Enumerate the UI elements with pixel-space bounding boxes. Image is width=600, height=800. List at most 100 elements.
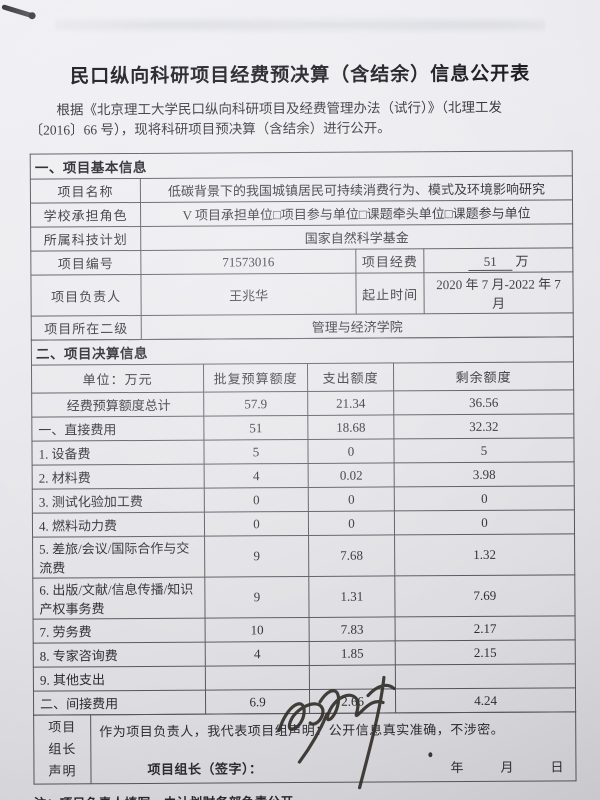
- paper-bleed-through: [55, 12, 545, 38]
- sign-label: 项目组长（签字）：: [147, 761, 263, 777]
- row-remaining: [395, 663, 576, 689]
- date-day-label: 日: [550, 759, 564, 775]
- table-row: 项目负责人 王兆华 起止时间 2020 年 7 月-2022 年 7 月: [30, 271, 574, 317]
- row-spent: 0: [308, 486, 395, 512]
- row-approved: 9: [204, 535, 309, 578]
- row-spent: 18.68: [307, 414, 394, 440]
- period-value: 2020 年 7 月-2022 年 7 月: [423, 271, 574, 314]
- footer-note: 注：项目负责人填写，由计划财务部负责公开。: [34, 789, 576, 800]
- table-row: 7. 劳务费 10 7.83 2.17: [33, 615, 576, 644]
- school-role-value: V 项目承担单位□项目参与单位□课题牵头单位□课题参与单位: [140, 199, 573, 227]
- period-label: 起止时间: [355, 272, 425, 315]
- row-spent: 7.68: [308, 534, 395, 577]
- row-approved: 4: [204, 463, 309, 489]
- row-name: 9. 其他支出: [33, 666, 206, 692]
- project-fund-label: 项目经费: [355, 248, 424, 274]
- row-approved: 6.9: [205, 689, 310, 715]
- row-approved: 4: [205, 641, 310, 667]
- budget-header-row: 单位：万元 批复预算额度 支出额度 剩余额度: [31, 361, 574, 394]
- department-value: 管理与经济学院: [141, 312, 574, 340]
- intro-paragraph: 根据《北京理工大学民口纵向科研项目及经费管理办法（试行）》（北理工发 〔2016…: [29, 97, 571, 140]
- department-label: 项目所在二级: [31, 315, 142, 341]
- program-value: 国家自然科学基金: [140, 223, 573, 251]
- row-remaining: 7.69: [394, 574, 576, 617]
- fund-amount: 51: [468, 253, 513, 271]
- stray-ink-dot: [428, 752, 433, 758]
- row-approved: 0: [204, 487, 309, 513]
- row-remaining: 2.15: [395, 639, 576, 665]
- date-year-label: 年: [450, 760, 464, 776]
- row-spent: [309, 664, 396, 690]
- row-spent: 1.85: [309, 640, 396, 666]
- col-header-spent: 支出额度: [307, 362, 394, 392]
- row-spent: 7.83: [309, 616, 396, 642]
- row-remaining: 1.32: [394, 533, 575, 576]
- row-name: 8. 专家咨询费: [33, 642, 206, 668]
- intro-line-2: 〔2016〕66 号），现将科研项目预决算（含结余）进行公开。: [29, 120, 391, 138]
- row-spent: 0.02: [308, 462, 395, 488]
- table-row: 5. 差旅/会议/国际合作与交流费 9 7.68 1.32: [32, 533, 575, 579]
- row-approved: [205, 665, 310, 691]
- statement-table: 项目 组长 声明 作为项目负责人，我代表项目组声明：公开信息真实准确，不涉密。 …: [33, 711, 577, 785]
- table-row: 6. 出版/文献/信息传播/知识产权事务费 9 1.31 7.69: [32, 574, 576, 620]
- row-remaining: 2.17: [395, 615, 576, 641]
- project-number-value: 71573016: [140, 249, 356, 275]
- col-header-unit: 单位：万元: [31, 364, 204, 394]
- project-name-value: 低碳背景下的我国城镇居民可持续消费行为、模式及环境影响研究: [140, 175, 573, 203]
- statement-row: 项目 组长 声明 作为项目负责人，我代表项目组声明：公开信息真实准确，不涉密。 …: [33, 711, 577, 785]
- row-approved: 0: [204, 511, 309, 537]
- statement-label-line1: 项目: [48, 719, 77, 735]
- table-row: 1. 设备费 5 0 5: [31, 437, 575, 466]
- row-name: 5. 差旅/会议/国际合作与交流费: [32, 536, 205, 579]
- project-fund-value: 51 万: [423, 247, 573, 273]
- row-approved: 9: [204, 576, 310, 619]
- page-title: 民口纵向科研项目经费预决算（含结余）信息公开表: [70, 63, 531, 88]
- intro-line-1: 根据《北京理工大学民口纵向科研项目及经费管理办法（试行）》（北理工发: [56, 99, 502, 118]
- signature-row: 项目组长（签字）： 年 月 日: [91, 756, 575, 783]
- row-remaining: 32.32: [393, 413, 574, 439]
- col-header-approved: 批复预算额度: [203, 363, 308, 393]
- table-row: 项目名称 低碳背景下的我国城镇居民可持续消费行为、模式及环境影响研究: [30, 175, 573, 204]
- table-row: 8. 专家咨询费 4 1.85 2.15: [33, 639, 576, 668]
- table-row: 2. 材料费 4 0.02 3.98: [32, 461, 575, 490]
- table-row: 经费预算额度总计 57.9 21.34 36.56: [31, 389, 574, 418]
- row-name: 2. 材料费: [32, 464, 205, 490]
- leader-label: 项目负责人: [30, 274, 142, 317]
- basic-info-table: 一、项目基本信息 项目名称 低碳背景下的我国城镇居民可持续消费行为、模式及环境影…: [30, 150, 574, 341]
- fund-unit: 万: [515, 253, 529, 269]
- table-row: 学校承担角色 V 项目承担单位□项目参与单位□课题牵头单位□课题参与单位: [30, 199, 573, 228]
- table-row: 所属科技计划 国家自然科学基金: [30, 223, 573, 252]
- statement-label: 项目 组长 声明: [33, 714, 92, 785]
- row-spent: 1.31: [308, 575, 396, 618]
- declaration-text: 作为项目负责人，我代表项目组声明：公开信息真实准确，不涉密。: [99, 721, 505, 740]
- statement-label-line2: 组长: [48, 741, 77, 757]
- row-remaining: 36.56: [393, 389, 574, 415]
- col-header-remaining: 剩余额度: [393, 361, 574, 391]
- row-name: 7. 劳务费: [33, 618, 206, 644]
- table-row: 一、直接费用 51 18.68 32.32: [31, 413, 574, 442]
- table-row: 项目编号 71573016 项目经费 51 万: [30, 247, 573, 276]
- row-approved: 10: [205, 617, 310, 643]
- row-name: 4. 燃料动力费: [32, 512, 205, 538]
- row-remaining: 0: [394, 509, 575, 535]
- row-spent: 21.34: [307, 390, 394, 416]
- row-approved: 5: [203, 439, 309, 465]
- project-name-label: 项目名称: [30, 178, 141, 204]
- leader-value: 王兆华: [140, 273, 357, 316]
- row-name: 经费预算额度总计: [31, 392, 204, 418]
- row-approved: 57.9: [203, 391, 308, 417]
- row-remaining: 3.98: [394, 461, 575, 487]
- row-approved: 51: [203, 415, 308, 441]
- section-header-row: 二、项目决算信息: [31, 336, 574, 366]
- row-name: 二、间接费用: [33, 690, 206, 716]
- statement-content: 作为项目负责人，我代表项目组声明：公开信息真实准确，不涉密。 项目组长（签字）：…: [90, 711, 577, 784]
- corner-pen-mark: [1, 4, 34, 19]
- row-remaining: 4.24: [395, 687, 576, 713]
- program-label: 所属科技计划: [30, 226, 141, 252]
- row-name: 一、直接费用: [31, 416, 204, 442]
- row-remaining: 0: [394, 485, 575, 511]
- row-spent: 2.66: [309, 688, 396, 714]
- table-row: 9. 其他支出: [33, 663, 576, 692]
- project-number-label: 项目编号: [30, 250, 141, 276]
